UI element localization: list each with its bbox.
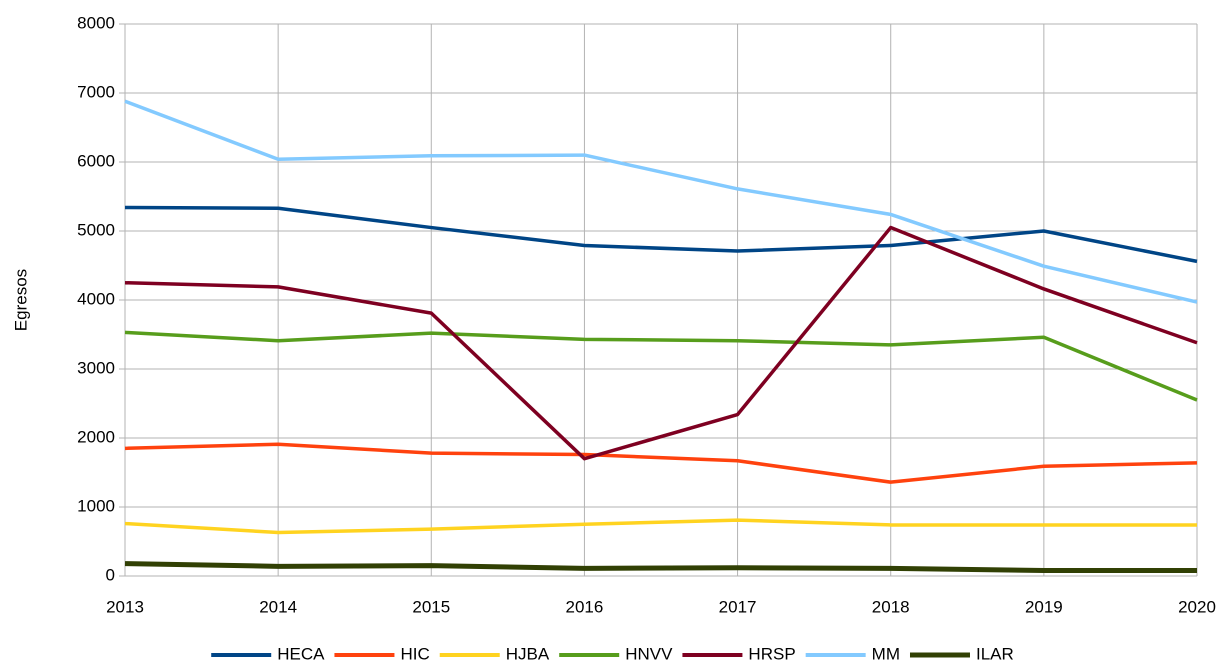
y-tick-label: 5000	[77, 220, 115, 239]
legend-label: ILAR	[976, 644, 1014, 663]
x-tick-label: 2017	[719, 597, 757, 616]
y-tick-label: 8000	[77, 13, 115, 32]
legend: HECA HIC HJBA HNVV HRSP MM ILAR	[211, 644, 1014, 663]
x-tick-label: 2015	[412, 597, 450, 616]
y-tick-label: 6000	[77, 151, 115, 170]
series-line	[124, 99, 1198, 304]
y-axis-label: Egresos	[11, 269, 30, 331]
x-tick-label: 2019	[1025, 597, 1063, 616]
legend-label: MM	[872, 644, 900, 663]
y-tick-label: 0	[106, 565, 115, 584]
x-tick-label: 2014	[259, 597, 297, 616]
y-tick-label: 1000	[77, 496, 115, 515]
series-line	[124, 518, 1197, 535]
series-line	[124, 330, 1198, 402]
legend-label: HJBA	[506, 644, 550, 663]
x-tick-label: 2018	[872, 597, 910, 616]
x-tick-label: 2013	[106, 597, 144, 616]
x-tick-label: 2016	[566, 597, 604, 616]
series-line	[124, 225, 1198, 461]
y-tick-label: 2000	[77, 427, 115, 446]
y-tick-label: 7000	[77, 82, 115, 101]
series-line	[124, 442, 1198, 484]
legend-label: HNVV	[625, 644, 673, 663]
x-tick-label: 2020	[1178, 597, 1216, 616]
legend-label: HECA	[277, 644, 325, 663]
y-tick-label: 4000	[77, 289, 115, 308]
series-line	[124, 561, 1197, 573]
series-line	[124, 205, 1198, 264]
legend-label: HIC	[400, 644, 429, 663]
legend-label: HRSP	[748, 644, 795, 663]
y-tick-label: 3000	[77, 358, 115, 377]
